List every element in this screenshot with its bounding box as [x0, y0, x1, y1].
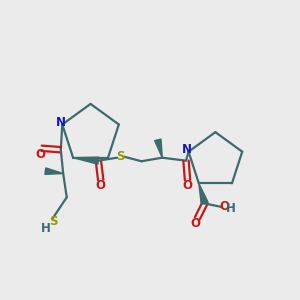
Polygon shape [154, 139, 162, 158]
Text: O: O [35, 148, 45, 161]
Text: H: H [41, 222, 51, 235]
Text: N: N [56, 116, 66, 130]
Polygon shape [45, 168, 63, 174]
Text: O: O [219, 200, 230, 213]
Text: O: O [95, 179, 105, 192]
Polygon shape [73, 157, 99, 164]
Text: N: N [182, 143, 192, 156]
Polygon shape [199, 183, 208, 205]
Text: S: S [116, 150, 125, 163]
Text: O: O [182, 179, 192, 192]
Text: O: O [191, 217, 201, 230]
Text: S: S [49, 215, 58, 228]
Text: H: H [226, 202, 236, 215]
